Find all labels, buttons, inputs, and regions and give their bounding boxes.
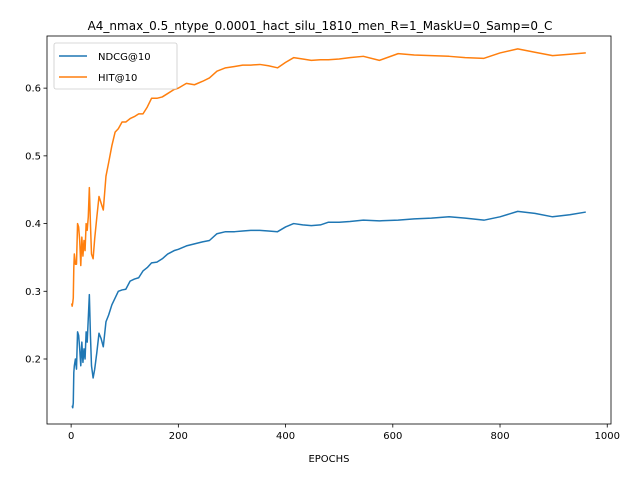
legend-label-ndcg: NDCG@10 xyxy=(98,52,151,63)
legend: NDCG@10 HIT@10 xyxy=(53,42,178,90)
y-tick-label: 0.3 xyxy=(25,287,41,298)
series-line-ndcg-10 xyxy=(71,210,586,409)
y-axis: 0.2 0.3 0.4 0.5 0.6 xyxy=(25,84,47,365)
legend-label-hit: HIT@10 xyxy=(98,73,137,84)
y-tick-label: 0.2 xyxy=(25,354,41,365)
x-tick-label: 1000 xyxy=(595,431,620,442)
series-line-hit-10 xyxy=(70,48,586,307)
y-tick-label: 0.4 xyxy=(25,219,41,230)
y-tick-label: 0.5 xyxy=(25,151,41,162)
x-axis-label: EPOCHS xyxy=(308,454,349,465)
x-tick-label: 600 xyxy=(383,431,402,442)
x-tick-label: 0 xyxy=(68,431,74,442)
x-tick-label: 200 xyxy=(169,431,188,442)
chart-title: A4_nmax_0.5_ntype_0.0001_hact_silu_1810_… xyxy=(88,19,553,33)
x-axis: 0 200 400 600 800 1000 xyxy=(68,424,620,442)
x-tick-label: 800 xyxy=(490,431,509,442)
y-tick-label: 0.6 xyxy=(25,84,41,95)
plot-frame xyxy=(46,35,612,425)
x-tick-label: 400 xyxy=(276,431,295,442)
